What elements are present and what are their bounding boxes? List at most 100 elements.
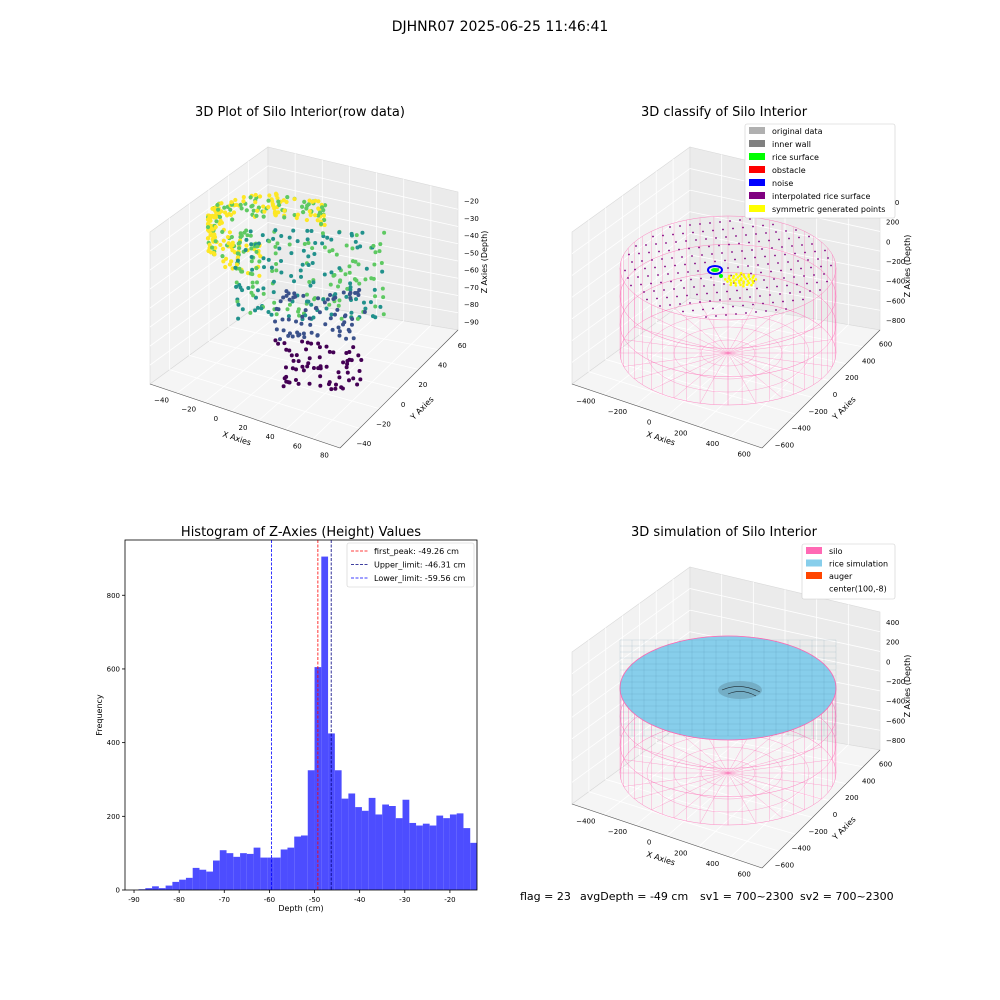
interpolated-point bbox=[640, 283, 642, 286]
histogram-bar bbox=[226, 853, 234, 890]
histogram-bar bbox=[429, 825, 437, 890]
scatter-point bbox=[220, 253, 225, 259]
histogram-bar bbox=[443, 818, 450, 890]
scatter-point bbox=[349, 322, 354, 327]
scatter-point bbox=[346, 378, 351, 383]
scatter-point bbox=[303, 313, 308, 318]
histogram-bar bbox=[355, 807, 362, 890]
scatter-point bbox=[306, 361, 311, 366]
interpolated-point bbox=[746, 288, 748, 291]
scatter-point bbox=[273, 319, 278, 324]
scatter-point bbox=[342, 320, 347, 325]
interpolated-point bbox=[659, 305, 661, 307]
histogram-bar bbox=[172, 881, 180, 890]
legend-swatch bbox=[749, 153, 765, 160]
classify-legend-frame bbox=[744, 123, 896, 219]
z-tick-label: −50 bbox=[464, 249, 479, 257]
scatter-point bbox=[344, 336, 349, 341]
interpolated-point bbox=[676, 295, 678, 298]
scatter-point bbox=[291, 358, 296, 363]
interpolated-point bbox=[672, 233, 674, 236]
scatter-point bbox=[213, 239, 218, 244]
symmetric-point bbox=[751, 279, 754, 282]
scatter-point bbox=[359, 357, 364, 362]
histogram-bar bbox=[233, 856, 241, 890]
histogram-bar bbox=[449, 814, 457, 890]
scatter-point bbox=[356, 262, 361, 267]
scatter-point bbox=[372, 262, 377, 267]
interpolated-point bbox=[816, 281, 818, 284]
panel-histogram: Histogram of Z-Axies (Height) Values -90… bbox=[95, 525, 478, 913]
scatter-point bbox=[307, 209, 312, 214]
scatter-point bbox=[324, 306, 329, 311]
scatter-point bbox=[337, 230, 342, 235]
symmetric-point bbox=[736, 276, 740, 279]
interpolated-point bbox=[797, 260, 799, 262]
x-tick-label: 0 bbox=[647, 419, 651, 427]
scatter-point bbox=[289, 251, 294, 256]
scatter-point bbox=[293, 294, 298, 299]
scatter-point bbox=[250, 280, 255, 285]
scatter-point bbox=[248, 229, 253, 234]
interpolated-point bbox=[722, 306, 724, 309]
interpolated-point bbox=[721, 252, 723, 254]
scatter-point bbox=[305, 340, 310, 345]
z-tick-label: −80 bbox=[464, 301, 479, 309]
scatter-point bbox=[345, 370, 350, 375]
scatter-point bbox=[282, 215, 287, 220]
status-footer: flag = 23 avgDepth = -49 cm sv1 = 700~23… bbox=[520, 890, 894, 903]
interpolated-point bbox=[648, 251, 650, 254]
scatter-point bbox=[341, 290, 346, 295]
raw-y-axis-label: Y Axies bbox=[408, 395, 436, 423]
scatter-point bbox=[320, 241, 325, 246]
scatter-point bbox=[229, 234, 234, 240]
scatter-point bbox=[296, 309, 301, 314]
scatter-point bbox=[343, 272, 348, 277]
scatter-point bbox=[205, 225, 211, 230]
interpolated-point bbox=[691, 255, 693, 257]
interpolated-point bbox=[726, 290, 728, 293]
scatter-point bbox=[223, 256, 229, 261]
scatter-point bbox=[306, 254, 311, 259]
interpolated-point bbox=[763, 279, 765, 281]
scatter-point bbox=[285, 307, 290, 312]
interpolated-point bbox=[756, 287, 758, 290]
scatter-point bbox=[309, 330, 314, 335]
scatter-point bbox=[243, 247, 248, 252]
scatter-point bbox=[236, 241, 241, 246]
legend-swatch bbox=[749, 192, 765, 199]
interpolated-point bbox=[715, 237, 717, 239]
interpolated-point bbox=[792, 299, 794, 302]
symmetric-point bbox=[738, 281, 741, 284]
classify-panel-title: 3D classify of Silo Interior bbox=[641, 105, 808, 120]
scatter-point bbox=[337, 298, 342, 303]
histogram-bar bbox=[334, 770, 342, 890]
scatter-point bbox=[331, 273, 336, 278]
legend-label: silo bbox=[829, 547, 843, 556]
scatter-point bbox=[312, 297, 317, 302]
interpolated-point bbox=[664, 265, 666, 268]
symmetric-point bbox=[732, 274, 735, 278]
scatter-point bbox=[261, 286, 266, 291]
interpolated-point bbox=[686, 294, 688, 297]
histogram-legend: first_peak: -49.26 cm Upper_limit: -46.31… bbox=[346, 542, 475, 588]
histogram-bar bbox=[436, 815, 444, 890]
grid-line bbox=[571, 211, 691, 298]
interpolated-point bbox=[752, 225, 754, 228]
scatter-point bbox=[271, 290, 276, 295]
interpolated-point bbox=[741, 250, 743, 252]
z-tick-label: −60 bbox=[464, 267, 479, 275]
scatter-point bbox=[339, 316, 344, 321]
scatter-point bbox=[223, 264, 228, 270]
scatter-point bbox=[348, 287, 353, 292]
interpolated-point bbox=[704, 261, 706, 264]
scatter-point bbox=[244, 243, 249, 248]
interpolated-point bbox=[759, 295, 761, 297]
scatter-point bbox=[281, 384, 286, 389]
scatter-point bbox=[273, 338, 278, 343]
scatter-point bbox=[302, 241, 307, 246]
scatter-point bbox=[234, 284, 239, 289]
scatter-point bbox=[287, 348, 292, 353]
symmetric-point bbox=[750, 283, 753, 287]
scatter-point bbox=[325, 235, 330, 240]
